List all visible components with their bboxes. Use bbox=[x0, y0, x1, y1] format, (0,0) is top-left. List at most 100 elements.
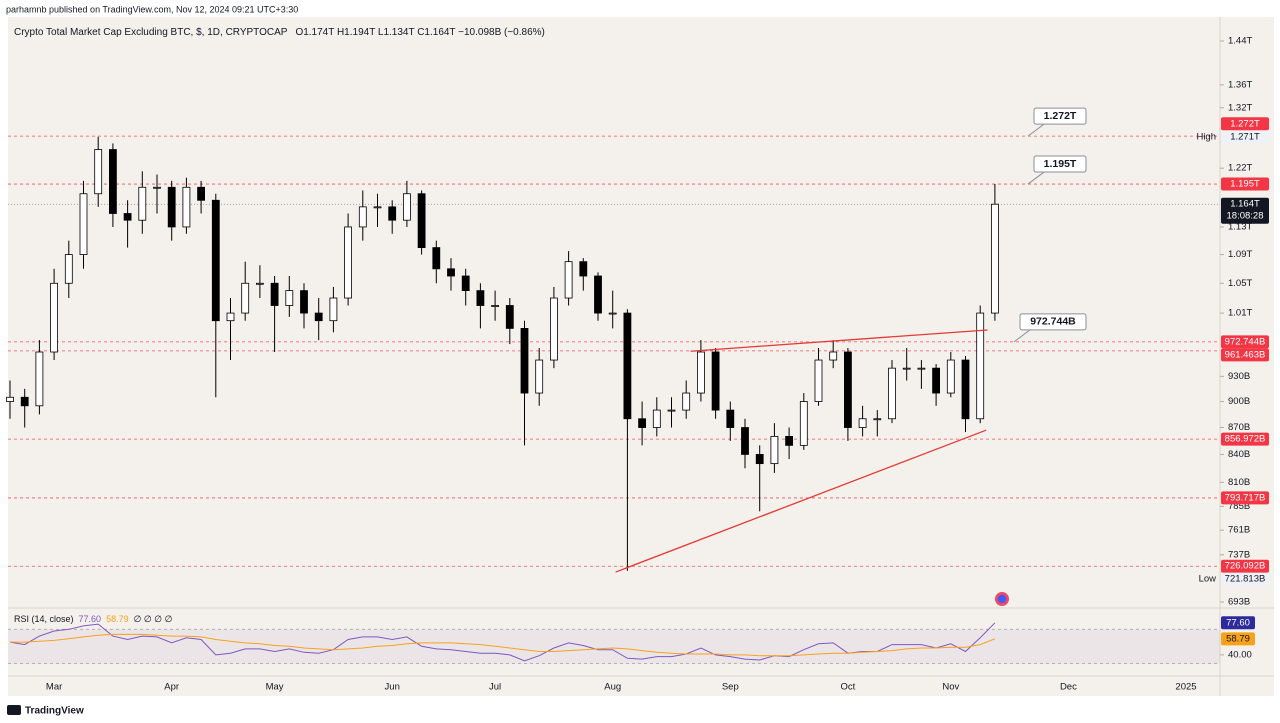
y-tick-label: 1.09T bbox=[1228, 249, 1252, 260]
callout-pointer bbox=[1013, 329, 1031, 343]
candle-body bbox=[6, 396, 14, 402]
rsi-band bbox=[8, 629, 1220, 664]
y-tick-label: 761B bbox=[1228, 525, 1250, 536]
price-label: 1.195T bbox=[1230, 179, 1260, 190]
candle-body bbox=[432, 247, 441, 270]
price-label: 721.813B bbox=[1225, 574, 1266, 585]
rsi-header-value: 77.60 bbox=[79, 614, 102, 624]
candle-body bbox=[888, 367, 896, 420]
price-label: 972.744B bbox=[1225, 336, 1266, 347]
rsi-name: RSI (14, close) bbox=[14, 614, 74, 624]
candle-body bbox=[373, 206, 382, 209]
price-label-box bbox=[1221, 177, 1269, 191]
price-label-box bbox=[1221, 130, 1269, 144]
candle-body bbox=[829, 351, 838, 361]
candle-body bbox=[961, 359, 970, 420]
event-icon-inner bbox=[998, 595, 1006, 603]
candle-body bbox=[520, 328, 529, 394]
candle-body bbox=[682, 392, 691, 411]
x-tick-label: Sep bbox=[722, 682, 739, 693]
x-tick-label: May bbox=[266, 682, 284, 693]
candle-body bbox=[94, 149, 103, 195]
price-label-box bbox=[1221, 335, 1269, 349]
y-tick-label: 1.36T bbox=[1228, 79, 1252, 90]
candle-body bbox=[79, 193, 88, 255]
y-tick-label: 1.05T bbox=[1228, 278, 1252, 289]
x-tick-label: Oct bbox=[841, 682, 856, 693]
candle-body bbox=[755, 454, 764, 465]
candle-body bbox=[153, 186, 161, 189]
candle-body bbox=[976, 312, 985, 420]
candle-body bbox=[241, 282, 250, 314]
brand: TradingView bbox=[7, 705, 84, 717]
chart-title-line: Crypto Total Market Cap Excluding BTC, $… bbox=[14, 27, 545, 38]
rsi-value-label: 77.60 bbox=[1226, 617, 1250, 628]
callout-pointer bbox=[1027, 123, 1045, 137]
brand-logo bbox=[7, 705, 21, 715]
candle-body bbox=[726, 409, 735, 428]
candle-body bbox=[902, 367, 911, 370]
x-tick-label: Apr bbox=[164, 682, 179, 693]
candle-body bbox=[358, 206, 367, 228]
price-label: 1.272T bbox=[1230, 118, 1260, 129]
y-tick-label: 870B bbox=[1228, 422, 1250, 433]
y-tick-label: 810B bbox=[1228, 477, 1250, 488]
x-tick-label: Nov bbox=[942, 682, 959, 693]
candle-body bbox=[64, 254, 73, 284]
y-tick-label: 785B bbox=[1228, 501, 1250, 512]
x-tick-label: Mar bbox=[46, 682, 62, 693]
last-price-label: 1.164T bbox=[1230, 199, 1260, 210]
candle-body bbox=[991, 203, 999, 314]
chart-background bbox=[8, 17, 1274, 696]
candle-body bbox=[197, 186, 206, 201]
candle-body bbox=[579, 261, 588, 277]
candle-body bbox=[447, 268, 455, 277]
rsi-value-box bbox=[1221, 632, 1255, 646]
candle-body bbox=[623, 312, 632, 420]
trendline bbox=[690, 329, 988, 352]
rsi-value-label: 58.79 bbox=[1226, 633, 1250, 644]
x-tick-label: 2025 bbox=[1175, 682, 1196, 693]
y-tick-label: 737B bbox=[1228, 549, 1250, 560]
price-label: 961.463B bbox=[1225, 349, 1266, 360]
candle-body bbox=[608, 312, 617, 315]
price-label: 856.972B bbox=[1225, 434, 1266, 445]
candle-body bbox=[505, 305, 514, 329]
x-tick-label: Dec bbox=[1060, 682, 1077, 693]
rsi-line bbox=[9, 622, 996, 662]
candle-body bbox=[35, 351, 44, 407]
rsi-header: RSI (14, close) 77.60 58.79 ∅ ∅ ∅ ∅ bbox=[14, 614, 172, 624]
candle-body bbox=[550, 297, 558, 361]
candle-body bbox=[873, 418, 882, 421]
candle-body bbox=[917, 367, 926, 370]
callout-label: 972.744B bbox=[1030, 316, 1076, 328]
candle-body bbox=[300, 290, 308, 314]
last-price-box bbox=[1221, 197, 1269, 224]
candle-body bbox=[270, 282, 279, 306]
callout-box bbox=[1019, 313, 1087, 331]
candle-body bbox=[461, 275, 470, 292]
y-tick-label: 930B bbox=[1228, 371, 1250, 382]
candle-body bbox=[417, 193, 426, 248]
event-icon bbox=[995, 592, 1009, 606]
y-tick-label: 1.32T bbox=[1228, 102, 1252, 113]
price-label-box bbox=[1221, 432, 1269, 446]
y-tick-label: 1.01T bbox=[1228, 308, 1252, 319]
x-tick-label: Jun bbox=[385, 682, 400, 693]
rsi-tick-label: 40.00 bbox=[1228, 649, 1252, 660]
publisher-line: parhamnb published on TradingView.com, N… bbox=[6, 4, 298, 14]
candle-body bbox=[638, 418, 646, 428]
y-tick-label: 1.44T bbox=[1228, 36, 1252, 47]
y-tick-label: 1.13T bbox=[1228, 221, 1252, 232]
candle-body bbox=[182, 186, 191, 228]
brand-name: TradingView bbox=[25, 706, 84, 717]
candle-body bbox=[858, 418, 867, 428]
candle-body bbox=[535, 359, 544, 394]
y-tick-label: 693B bbox=[1228, 597, 1250, 608]
candle-body bbox=[711, 351, 720, 411]
price-label-box bbox=[1221, 572, 1269, 586]
candle-body bbox=[109, 149, 117, 214]
candle-body bbox=[20, 396, 29, 407]
candle-body bbox=[814, 359, 823, 402]
candle-body bbox=[388, 206, 397, 221]
